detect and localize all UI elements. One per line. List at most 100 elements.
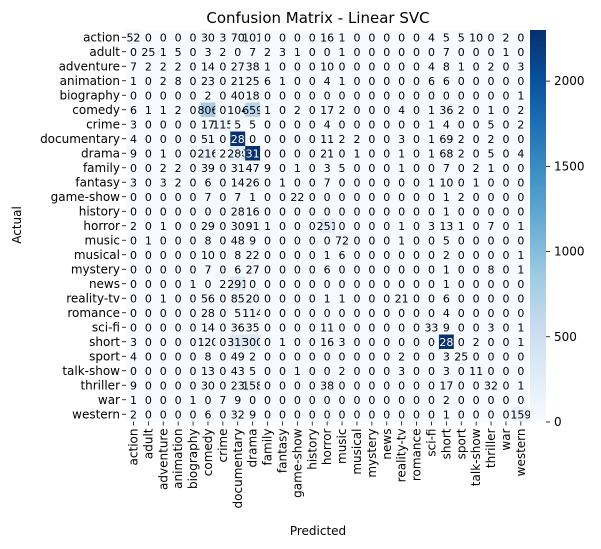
cell-value: 51	[201, 133, 215, 146]
heatmap-cell	[304, 233, 320, 248]
heatmap-cell	[289, 59, 306, 74]
heatmap-cell	[319, 30, 335, 45]
cell-value: 0	[160, 31, 167, 44]
heatmap-cell	[215, 117, 231, 132]
heatmap-cell	[468, 44, 484, 60]
heatmap-cell	[468, 59, 484, 74]
cell-value: 0	[488, 350, 495, 363]
cell-value: 0	[175, 263, 182, 276]
heatmap-cell	[513, 59, 529, 74]
cell-value: 0	[353, 292, 360, 305]
heatmap-cell	[483, 320, 499, 335]
x-tick-label: crime	[216, 429, 230, 463]
cell-value: 7	[443, 162, 450, 175]
heatmap-cell	[319, 262, 335, 277]
cell-value: 0	[458, 408, 465, 421]
heatmap-cell	[289, 247, 306, 263]
cell-value: 0	[279, 104, 286, 117]
heatmap-cell	[334, 305, 350, 321]
cell-value: 0	[428, 249, 435, 262]
heatmap-cell	[319, 276, 335, 292]
cell-value: 1	[339, 75, 346, 88]
heatmap-cell	[409, 392, 425, 408]
cell-value: 0	[353, 162, 360, 175]
cell-value: 0	[130, 292, 137, 305]
heatmap-cell	[200, 146, 216, 161]
cell-value: 0	[488, 234, 495, 247]
heatmap-cell	[260, 407, 276, 422]
y-tick-label: western	[72, 407, 120, 421]
heatmap-cell	[275, 59, 291, 74]
cell-value: 3	[324, 162, 331, 175]
cell-value: 0	[458, 75, 465, 88]
cell-value: 0	[175, 321, 182, 334]
y-tick-label: music	[85, 233, 120, 247]
heatmap-cell	[170, 189, 186, 205]
heatmap-cell	[319, 320, 335, 335]
cell-value: 1	[294, 162, 301, 175]
cell-value: 0	[175, 278, 182, 291]
heatmap-cell	[453, 218, 469, 234]
heatmap-cell	[409, 334, 425, 350]
heatmap-cell	[424, 189, 440, 205]
heatmap-cell	[498, 349, 514, 364]
cell-value: 0	[309, 249, 316, 262]
cell-value: 1	[160, 104, 167, 117]
cell-value: 0	[309, 31, 316, 44]
heatmap-cell	[155, 117, 171, 132]
heatmap-cell	[304, 175, 320, 190]
x-axis-label: Predicted	[290, 524, 346, 538]
cell-value: 0	[279, 205, 286, 218]
heatmap-cell	[364, 59, 380, 74]
colorbar-tick-label: 1000	[554, 245, 585, 259]
heatmap-cell	[185, 59, 201, 74]
heatmap-cell	[126, 291, 142, 306]
cell-value: 2	[443, 394, 450, 407]
heatmap-cell	[200, 291, 216, 306]
heatmap-cell	[498, 131, 514, 147]
heatmap-cell	[260, 378, 276, 393]
heatmap-cell	[468, 291, 484, 306]
heatmap-cell	[245, 349, 261, 364]
cell-value: 0	[383, 365, 390, 378]
heatmap-cell	[513, 349, 529, 364]
heatmap-cell	[155, 44, 171, 60]
heatmap-cell	[349, 102, 365, 118]
heatmap-cell	[170, 305, 186, 321]
heatmap-cell	[245, 305, 261, 321]
cell-value: 0	[517, 292, 524, 305]
cell-value: 38	[246, 60, 260, 73]
cell-value: 0	[264, 408, 271, 421]
heatmap-cell	[126, 189, 142, 205]
cell-value: 0	[368, 191, 375, 204]
heatmap-cell	[424, 363, 440, 379]
cell-value: 1	[398, 162, 405, 175]
heatmap-cell	[364, 204, 380, 219]
cell-value: 0	[145, 249, 152, 262]
cell-value: 8	[204, 234, 211, 247]
heatmap-cell	[409, 305, 425, 321]
cell-value: 0	[145, 379, 152, 392]
heatmap-cell	[349, 262, 365, 277]
cell-value: 0	[175, 147, 182, 160]
heatmap-cell	[260, 291, 276, 306]
heatmap-cell	[409, 233, 425, 248]
heatmap-cell	[304, 44, 320, 60]
heatmap-cell	[230, 320, 246, 335]
heatmap-cell	[424, 349, 440, 364]
heatmap-cell	[498, 320, 514, 335]
cell-value: 0	[264, 379, 271, 392]
cell-value: 0	[309, 379, 316, 392]
heatmap-cell	[185, 175, 201, 190]
cell-value: 0	[160, 379, 167, 392]
cell-value: 0	[368, 408, 375, 421]
heatmap-cell	[260, 44, 276, 60]
cell-value: 0	[145, 147, 152, 160]
heatmap-cell	[364, 334, 380, 350]
heatmap-cell	[334, 204, 350, 219]
heatmap-cell	[215, 305, 231, 321]
cell-value: 0	[353, 205, 360, 218]
heatmap-cell	[483, 363, 499, 379]
cell-value: 0	[249, 278, 256, 291]
cell-value: 0	[488, 176, 495, 189]
